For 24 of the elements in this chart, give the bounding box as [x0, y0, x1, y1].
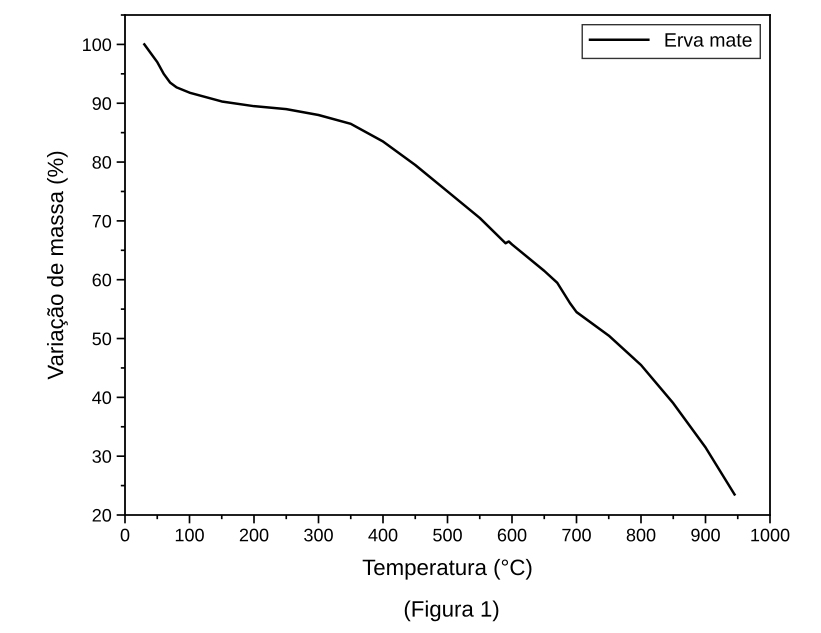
x-tick-label: 100 — [176, 528, 204, 542]
y-tick-label: 70 — [92, 214, 112, 228]
x-tick-label: 400 — [368, 528, 398, 542]
x-tick-label: 500 — [433, 528, 462, 542]
x-tick-label: 900 — [691, 528, 720, 542]
y-axis-title: Variação de massa (%) — [46, 152, 68, 380]
x-tick-label: 800 — [626, 528, 656, 542]
y-tick-label: 100 — [83, 38, 112, 52]
x-tick-label: 200 — [240, 528, 268, 542]
y-tick-label: 60 — [92, 274, 112, 286]
x-tick-label: 700 — [562, 528, 591, 542]
x-tick-label: 600 — [498, 528, 526, 542]
legend-label: Erva mate — [665, 33, 752, 47]
x-tick-label: 0 — [120, 528, 130, 542]
y-tick-label: 50 — [92, 332, 112, 346]
y-tick-label: 80 — [92, 156, 112, 169]
y-tick-label: 90 — [92, 97, 112, 110]
y-tick-label: 30 — [92, 450, 112, 463]
x-tick-label: 300 — [304, 528, 333, 542]
y-tick-label: 40 — [92, 391, 112, 404]
y-tick-label: 20 — [92, 508, 112, 522]
x-tick-label: 1000 — [751, 528, 790, 542]
x-axis-title: Temperatura (°C) — [362, 558, 532, 580]
text: (Figura 1) — [404, 600, 498, 622]
